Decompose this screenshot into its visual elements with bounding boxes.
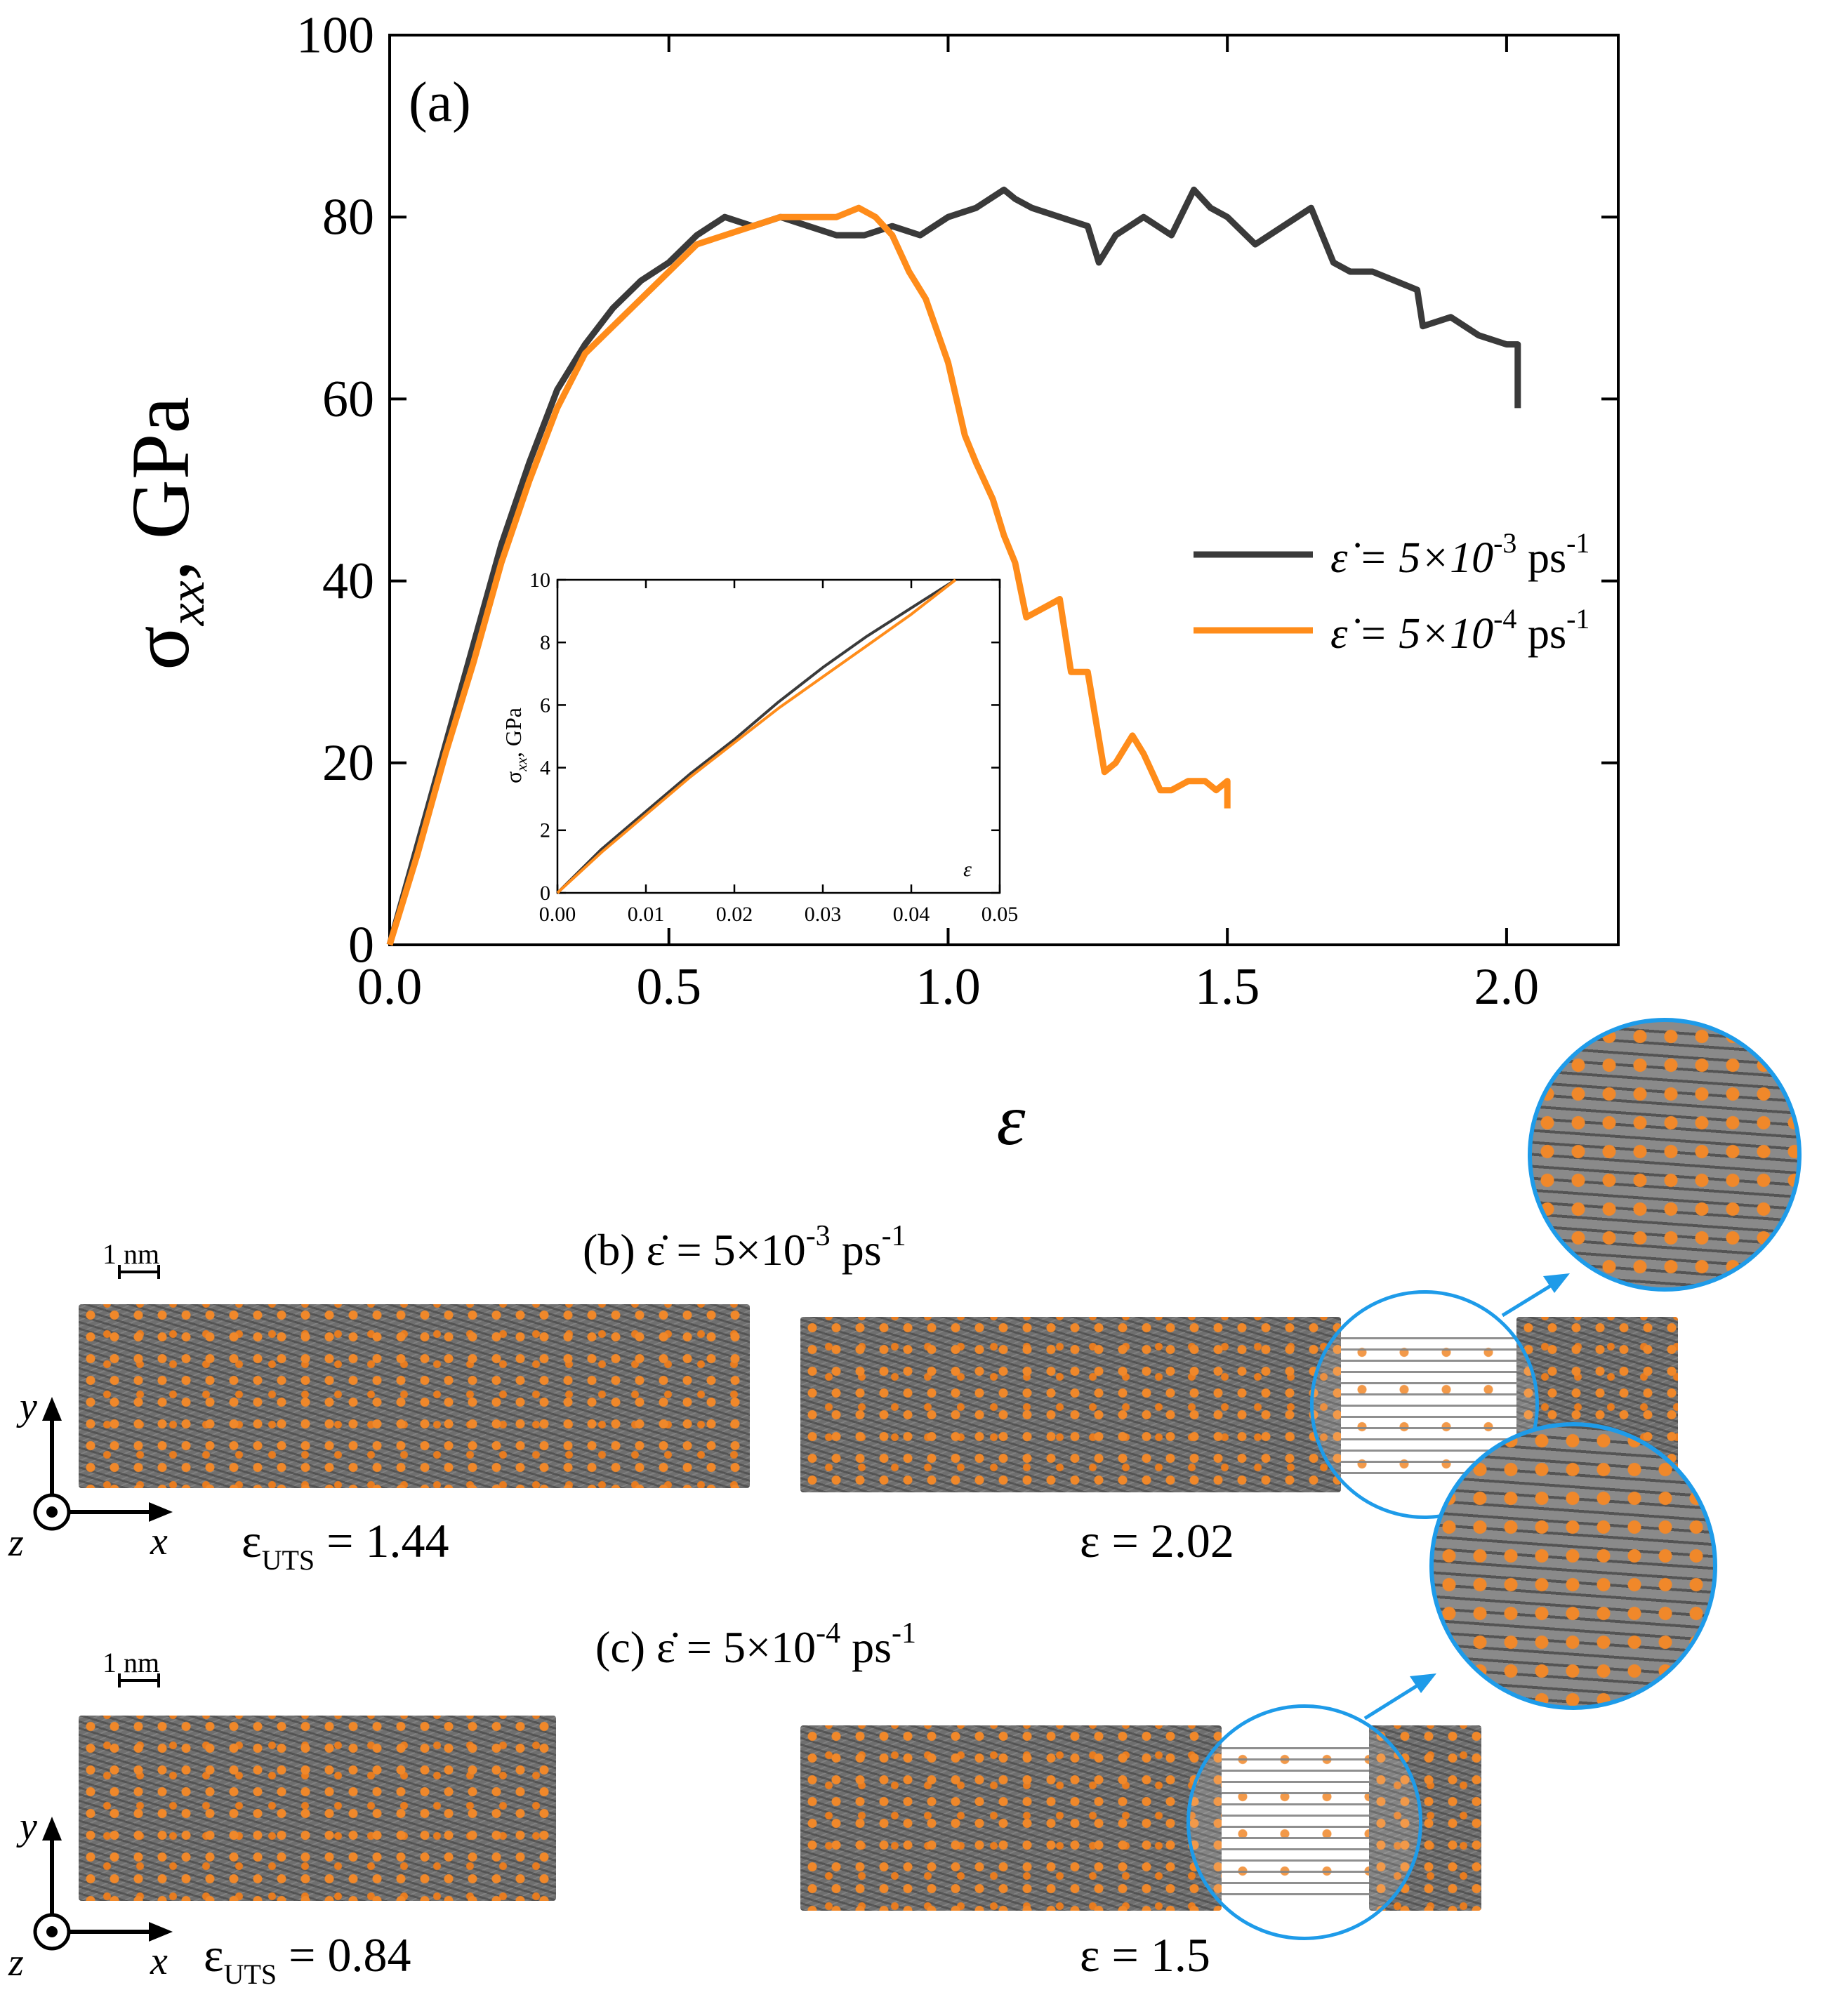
axis-z-label-c: z (8, 1941, 24, 1984)
snapshot-b-zoom-inset (1528, 1018, 1802, 1292)
snapshot-c-fracture-slab-left (800, 1725, 1222, 1911)
inset-xtick-label: 0.05 (981, 903, 1019, 926)
main-series-line-0 (386, 186, 1521, 946)
snapshot-b-uts-slab (79, 1304, 750, 1488)
axis-x-label-c: x (150, 1939, 168, 1983)
main-ytick-label: 40 (322, 552, 374, 610)
inset-xtick-label: 0.00 (539, 903, 576, 926)
snapshot-c-neck-highlight-circle (1186, 1704, 1422, 1940)
axis-x-label-b: x (150, 1520, 168, 1563)
main-ytick-label: 20 (322, 734, 374, 792)
snapshot-c-right-label: ε = 1.5 (1080, 1928, 1210, 1982)
inset-ytick-label: 4 (540, 757, 550, 780)
main-xtick-label: 2.0 (1474, 958, 1540, 1016)
main-xtick-label: 1.5 (1195, 958, 1260, 1016)
coordinate-axes-icon-c: y x z (8, 1805, 173, 1984)
legend-label-slow: ε̇ = 5×10-4 ps-1 (1330, 603, 1589, 658)
inset-series-line-0 (556, 578, 957, 894)
main-ytick-label: 100 (296, 6, 374, 64)
main-ytick-label: 80 (322, 189, 374, 246)
inset-ytick-label: 0 (540, 882, 550, 905)
main-series-line-1 (386, 204, 1231, 946)
main-ytick-label: 0 (348, 916, 374, 974)
inset-xtick-label: 0.01 (628, 903, 665, 926)
snapshot-b-right-label: ε = 2.02 (1080, 1514, 1234, 1567)
inset-ytick-label: 6 (540, 694, 550, 717)
scale-bar-c-label: 1 nm (103, 1647, 159, 1678)
main-frame (388, 34, 1620, 946)
main-xtick-label: 1.0 (916, 958, 981, 1016)
inset-frame (556, 578, 1001, 894)
inset-plot-area: 0.00 0.01 0.02 0.03 0.04 0.05 0 2 4 6 8 10 (529, 569, 1018, 926)
main-ytick-label: 60 (322, 371, 374, 428)
scale-bar-c: 1 nm (103, 1647, 160, 1687)
panel-c-title: (c) ε̇ = 5×10-4 ps-1 (595, 1617, 916, 1672)
legend: ε̇ = 5×10-3 ps-1 ε̇ = 5×10-4 ps-1 (1194, 527, 1589, 658)
panel-label-a: (a) (409, 72, 471, 133)
scale-bar-b-label: 1 nm (103, 1238, 159, 1270)
inset-ytick-label: 8 (540, 631, 550, 654)
scale-bar-b: 1 nm (103, 1238, 160, 1279)
legend-label-fast: ε̇ = 5×10-3 ps-1 (1330, 527, 1589, 582)
snapshot-c-uts-slab (79, 1716, 556, 1901)
main-xtick-label: 0.5 (636, 958, 701, 1016)
inset-xtick-label: 0.02 (716, 903, 753, 926)
x-axis-label: ε (997, 1080, 1026, 1160)
axis-y-label-c: y (16, 1805, 37, 1848)
panel-b-title: (b) ε̇ = 5×10-3 ps-1 (583, 1220, 906, 1275)
snapshot-b-left-label: εUTS = 1.44 (242, 1514, 449, 1576)
main-xtick-label: 0.0 (357, 958, 423, 1016)
snapshot-b-fracture-slab-left (800, 1317, 1341, 1492)
inset-ytick-label: 2 (540, 819, 550, 842)
inset-xtick-label: 0.03 (805, 903, 842, 926)
axis-z-label-b: z (8, 1521, 24, 1565)
snapshot-c-zoom-inset (1429, 1422, 1717, 1710)
inset-x-axis-label: ε (963, 858, 972, 881)
snapshot-c-left-label: εUTS = 0.84 (204, 1928, 411, 1990)
axis-y-label-b: y (16, 1385, 37, 1428)
inset-series-line-1 (556, 578, 957, 894)
inset-xtick-label: 0.04 (893, 903, 930, 926)
inset-ytick-label: 10 (529, 569, 550, 592)
coordinate-axes-icon-b: y x z (8, 1385, 173, 1565)
